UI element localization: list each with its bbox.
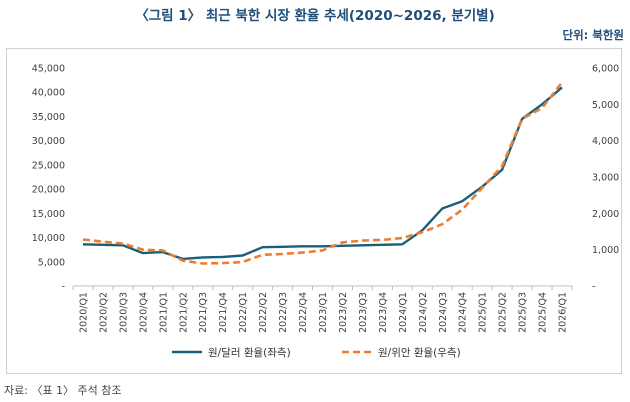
left-axis-tick-label: 35,000 bbox=[32, 112, 65, 123]
x-axis-tick-label: 2025/Q3 bbox=[518, 292, 529, 333]
x-axis-tick-label: 2024/Q4 bbox=[458, 292, 469, 333]
left-axis-tick-label: 20,000 bbox=[32, 185, 65, 196]
x-axis-tick-label: 2021/Q2 bbox=[178, 292, 189, 333]
x-axis-tick-label: 2022/Q3 bbox=[278, 292, 289, 333]
x-axis-tick-label: 2020/Q2 bbox=[98, 292, 109, 333]
x-axis-tick-label: 2020/Q3 bbox=[118, 292, 129, 333]
x-axis-tick-label: 2023/Q4 bbox=[378, 292, 389, 333]
left-axis-tick-label: 45,000 bbox=[32, 64, 65, 75]
source-note: 자료: 〈표 1〉 주석 참조 bbox=[4, 384, 122, 397]
legend-label: 원/달러 환율(좌측) bbox=[208, 347, 291, 359]
right-axis-tick-label: 2,000 bbox=[592, 209, 619, 220]
usd-rate-line bbox=[82, 86, 563, 261]
x-axis-tick-label: 2022/Q2 bbox=[258, 292, 269, 333]
left-axis-tick-label: 10,000 bbox=[32, 233, 65, 244]
legend-label: 원/위안 환율(우측) bbox=[378, 346, 461, 359]
left-axis-tick-label: 5,000 bbox=[38, 257, 65, 268]
left-axis-tick-label: 40,000 bbox=[32, 88, 65, 99]
x-axis-tick-label: 2021/Q4 bbox=[218, 292, 229, 333]
x-axis-tick-label: 2025/Q4 bbox=[538, 292, 549, 333]
right-axis-tick-label: 4,000 bbox=[592, 136, 619, 147]
x-axis-tick-label: 2023/Q1 bbox=[318, 292, 329, 333]
right-axis-tick-label: 5,000 bbox=[592, 100, 619, 111]
left-axis-tick-label: - bbox=[62, 282, 65, 293]
left-axis-tick-label: 25,000 bbox=[32, 160, 65, 171]
line-chart: - 5,000 10,000 15,000 20,000 25,000 30,000 35,0… bbox=[32, 64, 619, 360]
right-axis-tick-label: 3,000 bbox=[592, 173, 619, 184]
cny-rate-line bbox=[82, 81, 564, 265]
x-axis-tick-label: 2024/Q1 bbox=[398, 292, 409, 333]
x-axis-tick-label: 2022/Q1 bbox=[238, 292, 249, 333]
unit-label: 단위: 북한원 bbox=[562, 28, 624, 42]
x-axis-tick-label: 2024/Q3 bbox=[438, 292, 449, 333]
x-axis-tick-label: 2023/Q2 bbox=[338, 292, 349, 333]
x-axis-tick-label: 2022/Q4 bbox=[298, 292, 309, 333]
right-axis-tick-label: 1,000 bbox=[592, 245, 619, 256]
right-axis-tick-label: 6,000 bbox=[592, 64, 619, 75]
left-axis-tick-label: 15,000 bbox=[32, 209, 65, 220]
x-axis-tick-label: 2025/Q2 bbox=[498, 292, 509, 333]
x-axis-tick-label: 2024/Q2 bbox=[418, 292, 429, 333]
chart-title: 〈그림 1〉 최근 북한 시장 환율 추세(2020~2026, 분기별) bbox=[135, 8, 495, 24]
x-axis-tick-label: 2026/Q1 bbox=[558, 292, 569, 333]
left-axis-tick-label: 30,000 bbox=[32, 136, 65, 147]
x-axis-tick-label: 2020/Q4 bbox=[138, 292, 149, 333]
x-axis-tick-label: 2025/Q1 bbox=[478, 292, 489, 333]
x-axis-tick-label: 2021/Q1 bbox=[158, 292, 169, 333]
right-axis-tick-label: - bbox=[592, 282, 595, 293]
x-axis-tick-label: 2023/Q3 bbox=[358, 292, 369, 333]
x-axis-tick-label: 2021/Q3 bbox=[198, 292, 209, 333]
chart-panel: - 5,000 10,000 15,000 20,000 25,000 30,000 35,0… bbox=[6, 48, 622, 374]
x-axis-tick-label: 2020/Q1 bbox=[78, 292, 89, 333]
